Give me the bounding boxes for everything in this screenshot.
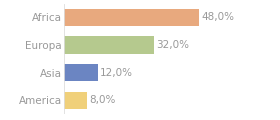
Bar: [64, 92, 87, 109]
Bar: [64, 64, 98, 81]
Text: 12,0%: 12,0%: [100, 68, 133, 78]
Text: 48,0%: 48,0%: [201, 12, 234, 22]
Bar: [64, 36, 154, 54]
Text: 32,0%: 32,0%: [156, 40, 189, 50]
Bar: [64, 9, 199, 26]
Text: 8,0%: 8,0%: [89, 95, 115, 105]
